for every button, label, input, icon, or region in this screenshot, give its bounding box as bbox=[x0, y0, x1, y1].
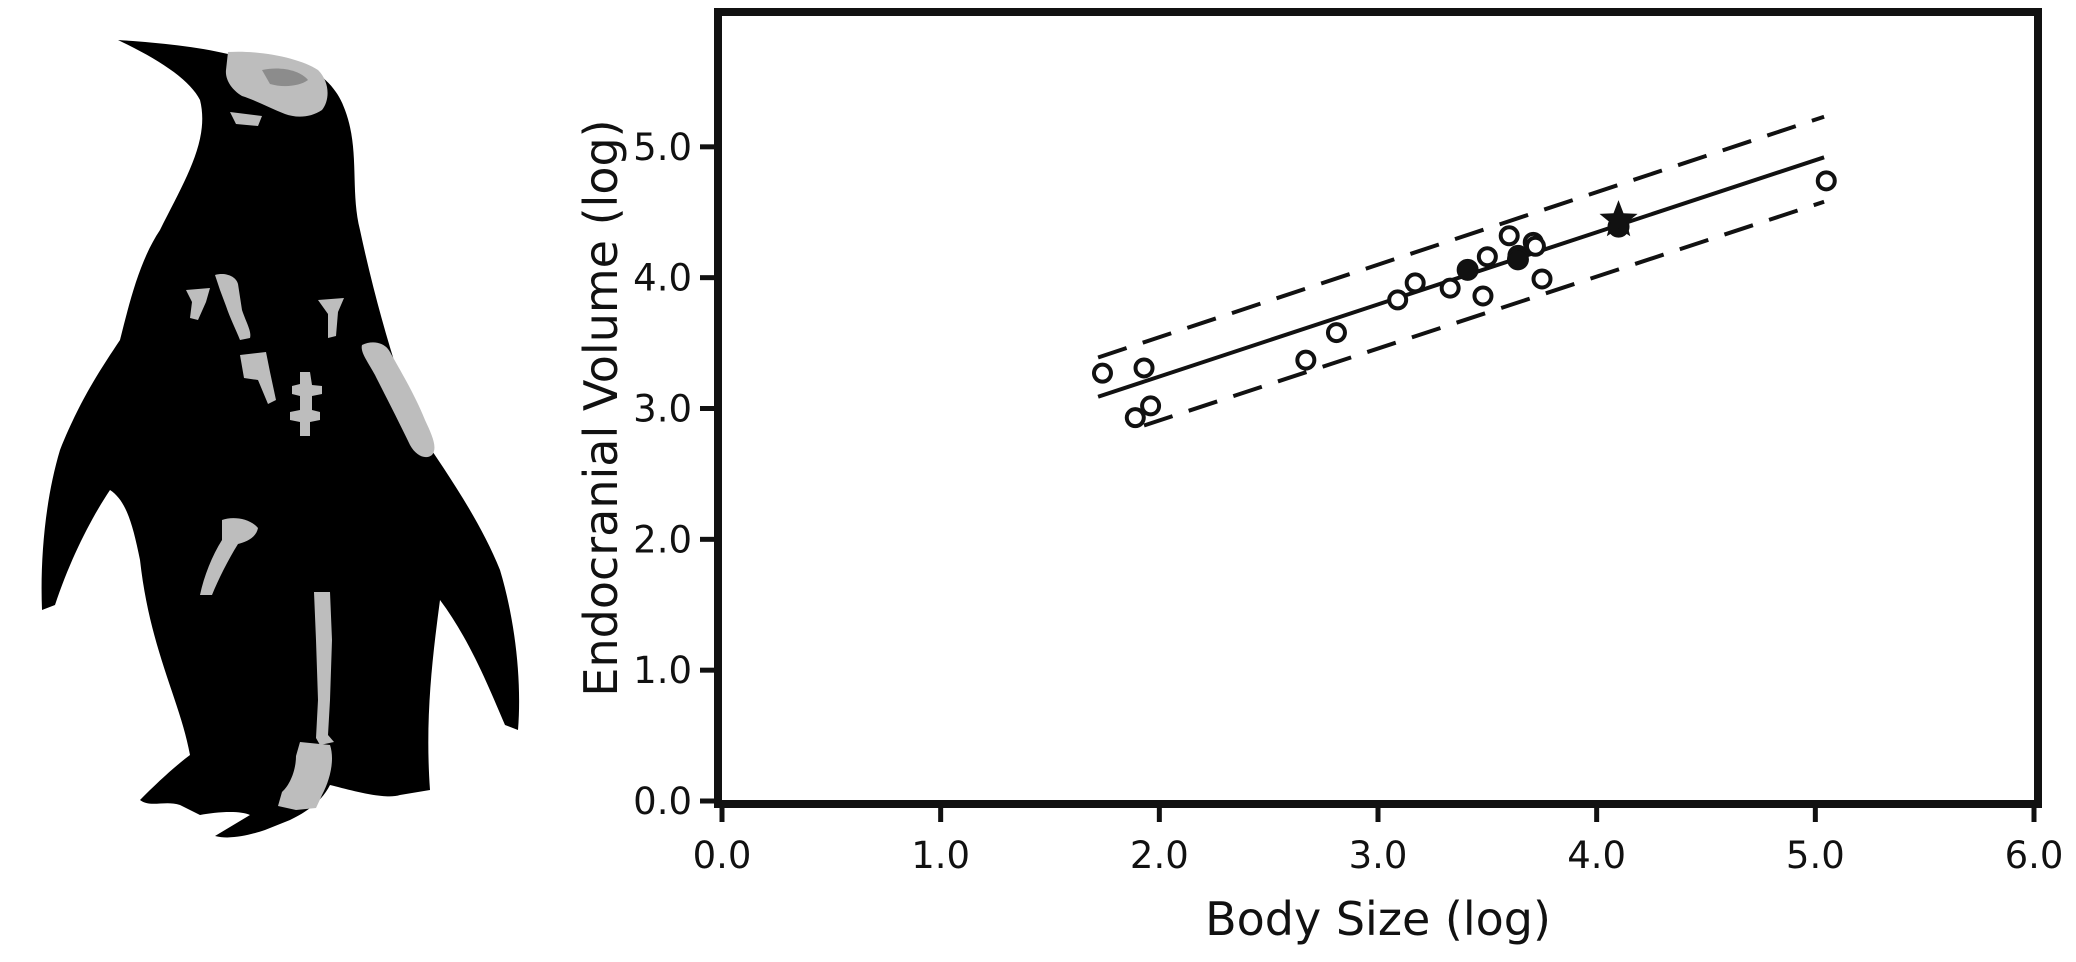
open-data-point bbox=[1387, 289, 1409, 311]
open-data-point bbox=[1091, 362, 1113, 384]
y-tick-label: 1.0 bbox=[633, 649, 692, 692]
upper-prediction-interval-line bbox=[1097, 114, 1825, 360]
open-data-point bbox=[1815, 170, 1837, 192]
plot-frame bbox=[714, 8, 2042, 808]
y-tick-label: 0.0 bbox=[633, 780, 692, 823]
penguin-silhouette-with-fossil-bones bbox=[41, 40, 520, 838]
data-points bbox=[1091, 170, 1837, 429]
fossil-coracoid-left bbox=[186, 288, 210, 320]
x-tick-label: 2.0 bbox=[1130, 834, 1189, 877]
x-axis-ticks: 0.0 1.0 2.0 3.0 4.0 5.0 6.0 bbox=[693, 805, 2064, 877]
open-data-point bbox=[1531, 268, 1553, 290]
y-tick-label: 2.0 bbox=[633, 518, 692, 561]
fossil-coracoid-right bbox=[318, 298, 344, 338]
penguin-body-silhouette bbox=[41, 40, 520, 838]
x-tick-label: 6.0 bbox=[2005, 834, 2064, 877]
open-data-point bbox=[1439, 277, 1461, 299]
fossil-femur bbox=[200, 518, 258, 595]
fossil-skull bbox=[225, 51, 328, 126]
scatter-chart: 0.0 1.0 2.0 3.0 4.0 5.0 6.0 0.0 1.0 2.0 3.0 4.0 5.0… bbox=[574, 8, 2064, 946]
x-tick-label: 4.0 bbox=[1567, 834, 1626, 877]
y-axis-ticks: 0.0 1.0 2.0 3.0 4.0 5.0 bbox=[633, 126, 716, 823]
y-axis-label: Endocranial Volume (log) bbox=[574, 119, 628, 696]
open-data-point bbox=[1325, 322, 1347, 344]
y-tick-label: 4.0 bbox=[633, 257, 692, 300]
fossil-tarsometatarsus bbox=[278, 742, 333, 810]
x-tick-label: 1.0 bbox=[911, 834, 970, 877]
fossil-spine bbox=[290, 372, 322, 436]
fossil-tibiotarsus bbox=[314, 592, 334, 745]
filled-data-point bbox=[1456, 258, 1479, 281]
open-data-point bbox=[1124, 407, 1146, 429]
x-tick-label: 5.0 bbox=[1786, 834, 1845, 877]
open-data-point bbox=[1524, 235, 1546, 257]
fossil-coracoid-center bbox=[215, 274, 251, 340]
open-data-point bbox=[1295, 349, 1317, 371]
y-tick-label: 3.0 bbox=[633, 388, 692, 431]
open-data-point bbox=[1498, 225, 1520, 247]
star-data-point bbox=[1599, 200, 1638, 237]
open-data-point bbox=[1472, 285, 1494, 307]
open-data-point bbox=[1140, 395, 1162, 417]
fossil-humerus bbox=[361, 342, 435, 458]
open-data-point bbox=[1133, 357, 1155, 379]
filled-data-point bbox=[1506, 248, 1529, 271]
y-tick-label: 5.0 bbox=[633, 126, 692, 169]
open-data-point bbox=[1476, 246, 1498, 268]
lower-prediction-interval-line bbox=[1143, 199, 1825, 428]
open-data-point bbox=[1404, 272, 1426, 294]
x-axis-label: Body Size (log) bbox=[1205, 892, 1551, 946]
x-tick-label: 0.0 bbox=[693, 834, 752, 877]
fossil-vertebra bbox=[240, 352, 276, 404]
x-tick-label: 3.0 bbox=[1349, 834, 1408, 877]
